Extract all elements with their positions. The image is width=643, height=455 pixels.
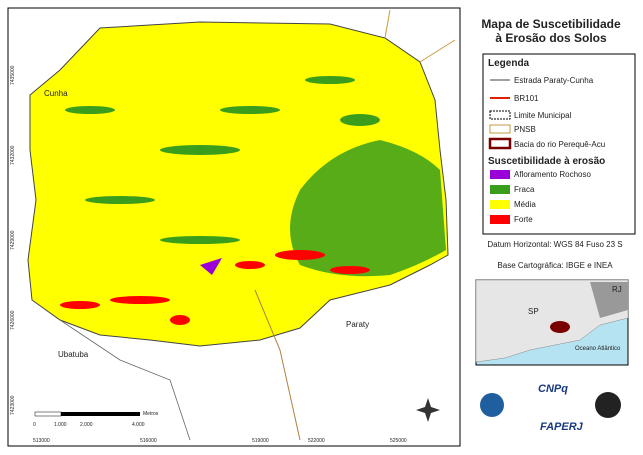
legend-item: Média <box>514 200 536 209</box>
scale-label: 1.000 <box>54 422 67 428</box>
inset-rj <box>590 282 628 318</box>
swatch <box>488 137 512 150</box>
logo-text: CNPq <box>538 383 568 395</box>
y-coord: 7423000 <box>10 395 16 415</box>
swatch <box>490 215 510 224</box>
y-coord: 7435000 <box>10 65 16 85</box>
swatch <box>490 170 510 179</box>
north-arrow <box>416 398 440 422</box>
legend-box <box>482 53 636 235</box>
patch <box>110 296 170 304</box>
patch <box>170 315 190 325</box>
inset-label: RJ <box>612 285 622 294</box>
x-coord: 519000 <box>252 438 269 444</box>
x-coords: 513000 516000 519000 522000 525000 <box>33 438 407 444</box>
patch <box>160 145 240 155</box>
scale-unit: Metros <box>143 411 159 417</box>
patch <box>160 236 240 244</box>
legend-item: Fraca <box>514 185 535 194</box>
scale-label: 2.000 <box>80 422 93 428</box>
x-coord: 513000 <box>33 438 50 444</box>
y-coord: 7432000 <box>10 145 16 165</box>
inset-label: Oceano Atlântico <box>575 346 621 352</box>
fraca-zone <box>290 140 446 277</box>
swatch <box>489 110 511 120</box>
scale-seg <box>34 411 62 417</box>
municipal-limit <box>59 319 191 441</box>
scale-bar: 0 1.000 2.000 4.000 Metros <box>33 411 159 428</box>
legend-item: Estrada Paraty-Cunha <box>514 76 594 85</box>
place: Ubatuba <box>58 350 89 359</box>
patch <box>340 114 380 126</box>
note: Base Cartográfica: IBGE e INEA <box>497 261 613 270</box>
title: à Erosão dos Solos <box>495 31 607 45</box>
swatch <box>490 200 510 209</box>
scale-label: 4.000 <box>132 422 145 428</box>
logo <box>595 392 621 418</box>
title: Mapa de Suscetibilidade <box>481 17 621 31</box>
scale-seg <box>61 412 87 416</box>
x-coord: 522000 <box>308 438 325 444</box>
afloramento <box>200 258 222 275</box>
fraca-patches <box>65 76 380 244</box>
legend-item: BR101 <box>514 94 539 103</box>
side-panel <box>463 8 640 446</box>
note: Datum Horizontal: WGS 84 Fuso 23 S <box>487 240 622 249</box>
patch <box>85 196 155 204</box>
legend-item: Limite Municipal <box>514 111 572 120</box>
road <box>254 289 301 441</box>
x-coord: 525000 <box>390 438 407 444</box>
patch <box>65 106 115 114</box>
pnsb <box>384 9 456 63</box>
logo-text: FAPERJ <box>540 421 584 433</box>
patch <box>220 106 280 114</box>
place: Cunha <box>44 89 68 98</box>
legend-item: Bacia do rio Perequê-Acu <box>514 140 605 149</box>
patch <box>275 250 325 260</box>
patch <box>305 76 355 84</box>
legend-title: Legenda <box>488 58 530 69</box>
x-coord: 516000 <box>140 438 157 444</box>
scale-label: 0 <box>33 422 36 428</box>
swatch <box>489 124 511 134</box>
patch <box>60 301 100 309</box>
legend-item: Forte <box>514 215 533 224</box>
forte-patches <box>60 250 370 325</box>
y-coord: 7429000 <box>10 230 16 250</box>
y-coord: 7426000 <box>10 310 16 330</box>
patch <box>235 261 265 269</box>
legend-item: Afloramento Rochoso <box>514 170 591 179</box>
place: Paraty <box>346 320 369 329</box>
y-coords: 7435000 7432000 7429000 7426000 7423000 <box>10 65 16 415</box>
scale-seg <box>35 412 140 416</box>
logo <box>480 393 504 417</box>
patch <box>330 266 370 274</box>
swatch <box>490 185 510 194</box>
legend-item: PNSB <box>514 125 536 134</box>
inset-label: SP <box>528 307 539 316</box>
inset-basin <box>550 321 570 333</box>
legend-subtitle: Suscetibilidade à erosão <box>488 156 605 167</box>
